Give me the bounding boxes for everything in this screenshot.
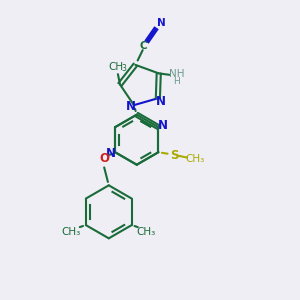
Text: N: N [156, 95, 166, 108]
Text: N: N [126, 100, 136, 113]
Text: N: N [106, 147, 116, 160]
Text: H: H [173, 77, 180, 86]
Text: C: C [140, 41, 147, 51]
Text: O: O [99, 152, 109, 165]
Text: N: N [158, 119, 168, 132]
Text: CH₃: CH₃ [185, 154, 204, 164]
Text: N: N [158, 18, 166, 28]
Text: 3: 3 [122, 64, 126, 74]
Text: CH₃: CH₃ [61, 227, 81, 237]
Text: NH: NH [169, 69, 184, 79]
Text: CH₃: CH₃ [137, 227, 156, 237]
Text: CH: CH [108, 62, 123, 72]
Text: S: S [170, 149, 179, 162]
